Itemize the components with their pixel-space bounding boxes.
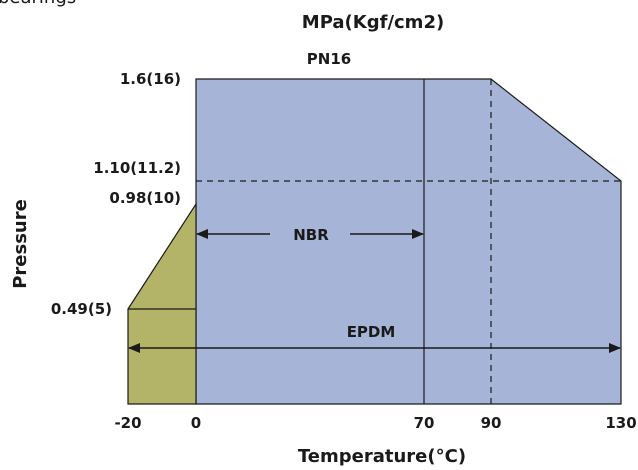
pressure-unit: MPa(Kgf/cm2) bbox=[302, 12, 444, 33]
top-cut-text: bearings bbox=[0, 0, 76, 8]
pressure-tick-0-98: 0.98(10) bbox=[109, 189, 181, 207]
pressure-tick-0-49: 0.49(5) bbox=[51, 300, 112, 318]
pressure-tick-1-6: 1.6(16) bbox=[120, 70, 181, 88]
nbr-low-temp-region bbox=[127, 201, 197, 405]
temperature-tick-minus-20: -20 bbox=[114, 414, 141, 432]
temperature-tick-0: 0 bbox=[191, 414, 201, 432]
pressure-tick-1-10: 1.10(11.2) bbox=[93, 159, 181, 177]
epdm-label: EPDM bbox=[347, 323, 396, 341]
epdm-region bbox=[195, 78, 622, 405]
y-axis-title: Pressure bbox=[10, 199, 31, 289]
temperature-tick-90: 90 bbox=[481, 414, 502, 432]
temperature-tick-70: 70 bbox=[414, 414, 435, 432]
pn16-label: PN16 bbox=[307, 50, 351, 68]
temperature-tick-130: 130 bbox=[605, 414, 636, 432]
x-axis-title: Temperature(°C) bbox=[298, 446, 466, 467]
nbr-label: NBR bbox=[293, 226, 329, 244]
